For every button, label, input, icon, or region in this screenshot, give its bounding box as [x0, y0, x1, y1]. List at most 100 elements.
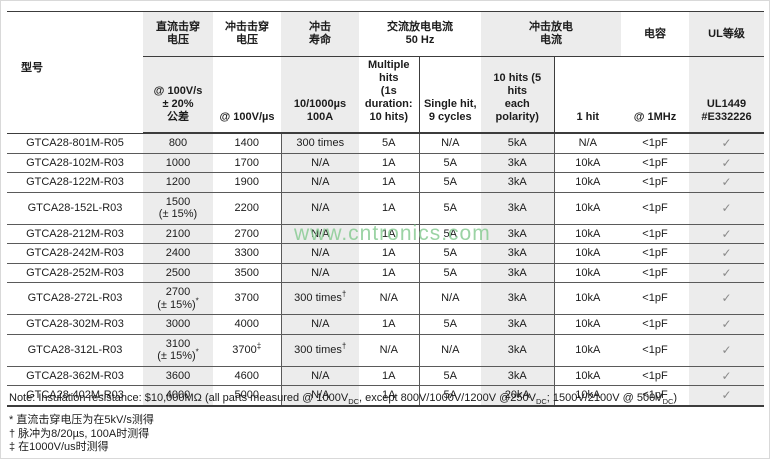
cell-impulse-life: 300 times†: [280, 282, 359, 315]
cell-impulse-1hit: N/A: [553, 133, 621, 154]
cell-ul-check: ✓: [689, 192, 764, 225]
subheader-ul-rating: UL1449 #E332226: [689, 56, 764, 134]
cell-capacitance: <1pF: [621, 224, 689, 244]
group-header-ac-discharge: 交流放电电流 50 Hz: [359, 11, 481, 57]
cell-dc-breakdown: 3100 (± 15%)*: [143, 334, 213, 367]
cell-capacitance: <1pF: [621, 153, 689, 173]
cell-ul-check: ✓: [689, 172, 764, 193]
cell-impulse-1hit: 10kA: [553, 385, 621, 407]
cell-impulse-1hit: 10kA: [553, 282, 621, 315]
cell-impulse-life: 300 times: [280, 133, 359, 154]
footnote-dagger: † 脉冲为8/20µs, 100A时测得: [9, 427, 150, 440]
cell-ac-single: 5A: [418, 366, 481, 386]
cell-model: GTCA28-402M-R03: [7, 385, 143, 407]
table-row: GTCA28-402M-R03 4000 5000 N/A 1A 5A 20kA 10kA <1…: [7, 385, 764, 407]
cell-ac-multiple: 1A: [359, 192, 419, 225]
table-row: GTCA28-801M-R05 800 1400 300 times 5A N/A 5kA N…: [7, 133, 764, 154]
cell-impulse-life: N/A: [280, 385, 359, 407]
cell-model: GTCA28-801M-R05: [7, 133, 143, 154]
cell-ul-check: ✓: [689, 385, 764, 407]
cell-ul-check: ✓: [689, 224, 764, 244]
cell-impulse-1hit: 10kA: [553, 314, 621, 335]
cell-impulse-10hits: 3kA: [481, 314, 554, 335]
cell-dc-breakdown: 1500 (± 15%): [143, 192, 213, 225]
cell-capacitance: <1pF: [621, 133, 689, 154]
table-row: GTCA28-362M-R03 3600 4600 N/A 1A 5A 3kA 10kA <1p…: [7, 366, 764, 386]
cell-impulse-life: N/A: [280, 153, 359, 173]
cell-model: GTCA28-362M-R03: [7, 366, 143, 386]
cell-ul-check: ✓: [689, 153, 764, 173]
cell-impulse-breakdown: 2700: [213, 224, 281, 244]
cell-ul-check: ✓: [689, 314, 764, 335]
cell-impulse-10hits: 3kA: [481, 224, 554, 244]
cell-impulse-10hits: 3kA: [481, 243, 554, 264]
cell-dc-breakdown: 2500: [143, 263, 213, 283]
cell-impulse-life: N/A: [280, 192, 359, 225]
subheader-impulse-1hit: 1 hit: [553, 56, 621, 134]
footnote-double-dagger: ‡ 在1000V/us时测得: [9, 441, 109, 453]
cell-ul-check: ✓: [689, 334, 764, 367]
cell-impulse-breakdown: 5000: [213, 385, 281, 407]
group-header-impulse-breakdown: 冲击击穿 电压: [213, 11, 281, 57]
cell-ac-single: 5A: [418, 314, 481, 335]
footnotes: * 直流击穿电压为在5kV/s测得 † 脉冲为8/20µs, 100A时测得 ‡…: [9, 414, 609, 455]
cell-model: GTCA28-212M-R03: [7, 224, 143, 244]
note-text: Note: Insulation resistance: $10,000MΩ (…: [9, 392, 678, 407]
cell-impulse-1hit: 10kA: [553, 172, 621, 193]
cell-ac-multiple: 1A: [359, 385, 419, 407]
cell-ac-single: N/A: [418, 334, 481, 367]
cell-impulse-breakdown: 3500: [213, 263, 281, 283]
cell-capacitance: <1pF: [621, 263, 689, 283]
cell-ac-single: 5A: [418, 385, 481, 407]
sub-header-row: @ 100V/s ± 20% 公差 @ 100V/µs 10/1000µs 10…: [7, 56, 764, 134]
table-row: GTCA28-122M-R03 1200 1900 N/A 1A 5A 3kA 10kA <1p…: [7, 172, 764, 193]
cell-dc-breakdown: 2700 (± 15%)*: [143, 282, 213, 315]
cell-impulse-life: N/A: [280, 314, 359, 335]
cell-capacitance: <1pF: [621, 366, 689, 386]
cell-impulse-1hit: 10kA: [553, 224, 621, 244]
cell-ac-multiple: N/A: [359, 334, 419, 367]
cell-ac-single: 5A: [418, 153, 481, 173]
cell-impulse-life: N/A: [280, 366, 359, 386]
subheader-impulse-life: 10/1000µs 100A: [281, 56, 359, 134]
cell-ac-multiple: 1A: [359, 314, 419, 335]
cell-capacitance: <1pF: [621, 172, 689, 193]
table-row: GTCA28-312L-R03 3100 (± 15%)* 3700‡ 300 tim…: [7, 334, 764, 367]
cell-impulse-10hits: 3kA: [481, 192, 554, 225]
table-body: GTCA28-801M-R05 800 1400 300 times 5A N/A 5kA N…: [7, 133, 764, 407]
group-header-row: 型号 直流击穿 电压 冲击击穿 电压 冲击 寿命 交流放电电流 50 Hz 冲击…: [7, 11, 764, 134]
subheader-dc-breakdown: @ 100V/s ± 20% 公差: [143, 56, 213, 134]
cell-impulse-10hits: 3kA: [481, 172, 554, 193]
cell-impulse-breakdown: 3700‡: [213, 334, 281, 367]
cell-ac-single: 5A: [418, 172, 481, 193]
cell-impulse-life: N/A: [280, 224, 359, 244]
cell-capacitance: <1pF: [621, 385, 689, 407]
cell-impulse-1hit: 10kA: [553, 366, 621, 386]
cell-impulse-10hits: 3kA: [481, 366, 554, 386]
cell-dc-breakdown: 800: [143, 133, 213, 154]
cell-impulse-breakdown: 1700: [213, 153, 281, 173]
cell-model: GTCA28-302M-R03: [7, 314, 143, 335]
cell-dc-breakdown: 4000: [143, 385, 213, 407]
cell-capacitance: <1pF: [621, 243, 689, 264]
cell-dc-breakdown: 3000: [143, 314, 213, 335]
group-header-ul-rating: UL等级: [689, 11, 764, 57]
subheader-capacitance: @ 1MHz: [621, 56, 689, 134]
cell-dc-breakdown: 2400: [143, 243, 213, 264]
table-row: GTCA28-242M-R03 2400 3300 N/A 1A 5A 3kA 10kA <1p…: [7, 243, 764, 264]
cell-capacitance: <1pF: [621, 314, 689, 335]
subheader-impulse-10hits: 10 hits (5 hits each polarity): [481, 56, 554, 134]
cell-ac-multiple: 1A: [359, 172, 419, 193]
cell-ul-check: ✓: [689, 282, 764, 315]
subheader-impulse-breakdown: @ 100V/µs: [213, 56, 281, 134]
cell-capacitance: <1pF: [621, 334, 689, 367]
cell-ac-multiple: 1A: [359, 153, 419, 173]
column-header-model: 型号: [7, 11, 143, 134]
cell-model: GTCA28-152L-R03: [7, 192, 143, 225]
cell-model: GTCA28-242M-R03: [7, 243, 143, 264]
cell-impulse-1hit: 10kA: [553, 334, 621, 367]
cell-ac-multiple: 5A: [359, 133, 419, 154]
cell-impulse-life: N/A: [280, 263, 359, 283]
cell-model: GTCA28-102M-R03: [7, 153, 143, 173]
